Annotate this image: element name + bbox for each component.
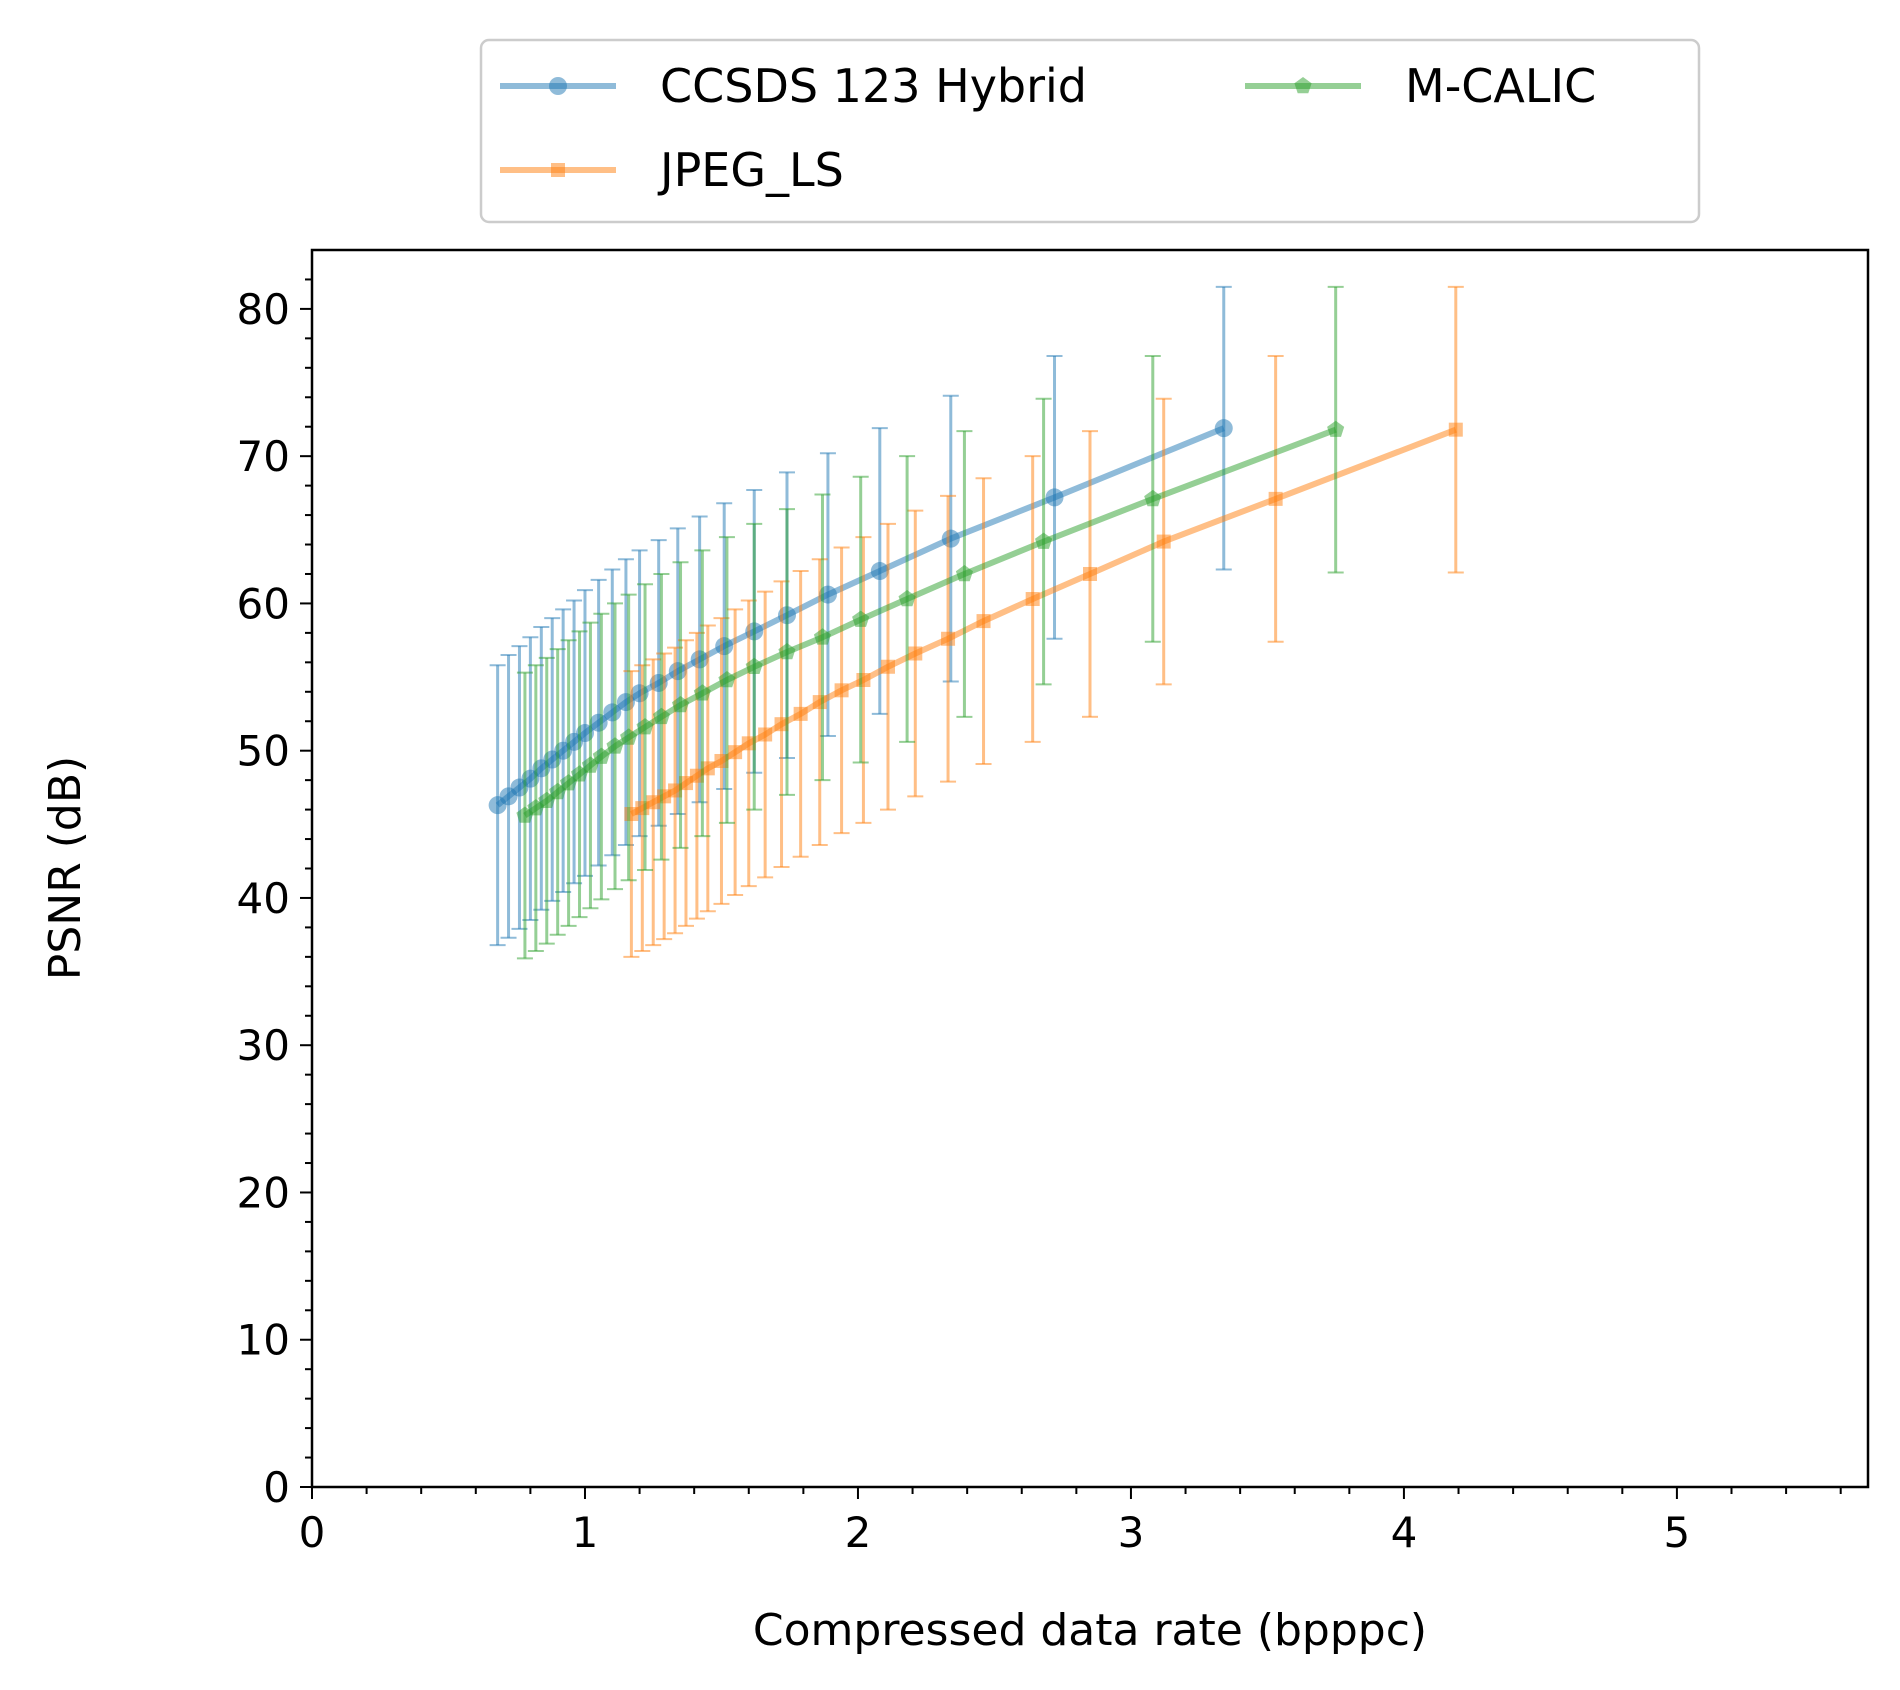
plot-marks [488, 285, 1464, 960]
legend-frame [479, 38, 1701, 224]
data-point [549, 782, 567, 800]
data-point [581, 756, 599, 773]
y-tick-label: 50 [237, 727, 290, 776]
data-point [678, 776, 693, 791]
x-tick-label: 2 [845, 1508, 872, 1557]
y-tick-label: 30 [237, 1021, 290, 1070]
data-point [606, 737, 624, 754]
data-point [1083, 566, 1097, 581]
x-tick-label: 5 [1664, 1508, 1691, 1557]
data-point [1144, 489, 1162, 507]
y-tick-label: 20 [237, 1168, 290, 1217]
legend-entry: JPEG_LS [500, 143, 844, 197]
data-point [592, 747, 610, 764]
data-point [870, 562, 889, 581]
legend-label: JPEG_LS [657, 143, 844, 197]
legend-marker [549, 77, 567, 95]
y-axis-label: PSNR (dB) [40, 756, 91, 980]
data-point [728, 745, 743, 760]
data-point [745, 657, 763, 674]
data-point [646, 795, 661, 810]
data-point [1214, 419, 1233, 438]
data-point [852, 610, 870, 627]
data-point [715, 637, 734, 656]
data-point [774, 717, 789, 732]
data-point [813, 628, 831, 645]
data-point [589, 713, 608, 732]
data-point [571, 765, 589, 782]
y-axis-ticks: 0 10 20 30 40 50 60 70 80 [237, 278, 312, 1512]
legend: CCSDS 123 Hybrid JPEG_LS M-CALIC [479, 38, 1701, 224]
data-point [668, 783, 683, 798]
data-point [1156, 534, 1171, 549]
data-point [1448, 422, 1463, 437]
data-point [690, 650, 709, 669]
data-point [636, 718, 654, 735]
data-point [714, 753, 729, 768]
x-axis-ticks: 0 1 2 3 4 5 [299, 1487, 1842, 1557]
series-m-calic [516, 285, 1345, 960]
legend-marker [1294, 77, 1312, 94]
data-point [856, 673, 871, 688]
data-point [538, 791, 556, 808]
y-tick-label: 80 [237, 285, 290, 334]
data-point [941, 529, 960, 548]
data-point [793, 706, 808, 721]
data-point [898, 590, 916, 607]
data-point [741, 736, 756, 751]
x-tick-label: 3 [1118, 1508, 1145, 1557]
legend-marker [551, 163, 565, 177]
legend-entry: M-CALIC [1245, 59, 1596, 113]
data-point [668, 662, 687, 681]
data-point [880, 659, 895, 674]
data-point [620, 728, 638, 745]
data-point [603, 703, 622, 722]
legend-label: M-CALIC [1405, 59, 1596, 113]
data-point [560, 774, 578, 791]
data-point [1045, 488, 1064, 507]
x-axis-label: Compressed data rate (bpppc) [753, 1605, 1427, 1656]
x-tick-label: 4 [1391, 1508, 1418, 1557]
x-tick-label: 0 [299, 1508, 326, 1557]
y-tick-label: 40 [237, 874, 290, 923]
legend-entry: CCSDS 123 Hybrid [500, 59, 1087, 113]
series-jpeg-ls [623, 285, 1464, 958]
data-point [1268, 491, 1283, 506]
data-point [1025, 592, 1040, 607]
data-point [652, 707, 670, 725]
data-point [976, 614, 991, 629]
data-point [672, 696, 690, 713]
legend-label: CCSDS 123 Hybrid [660, 59, 1087, 113]
data-point [718, 671, 736, 688]
data-point [908, 646, 923, 661]
y-tick-label: 70 [237, 432, 290, 481]
data-point [941, 631, 956, 646]
data-point [812, 695, 827, 710]
y-tick-label: 60 [237, 579, 290, 628]
data-point [834, 683, 849, 698]
data-point [758, 727, 773, 742]
data-point [955, 565, 973, 582]
data-point [1327, 420, 1345, 437]
data-point [1035, 532, 1053, 549]
data-point [778, 643, 796, 660]
data-point [689, 768, 704, 783]
y-tick-label: 10 [237, 1316, 290, 1365]
x-tick-label: 1 [572, 1508, 599, 1557]
data-point [693, 684, 711, 701]
y-tick-label: 0 [263, 1463, 290, 1512]
data-point [700, 761, 715, 776]
